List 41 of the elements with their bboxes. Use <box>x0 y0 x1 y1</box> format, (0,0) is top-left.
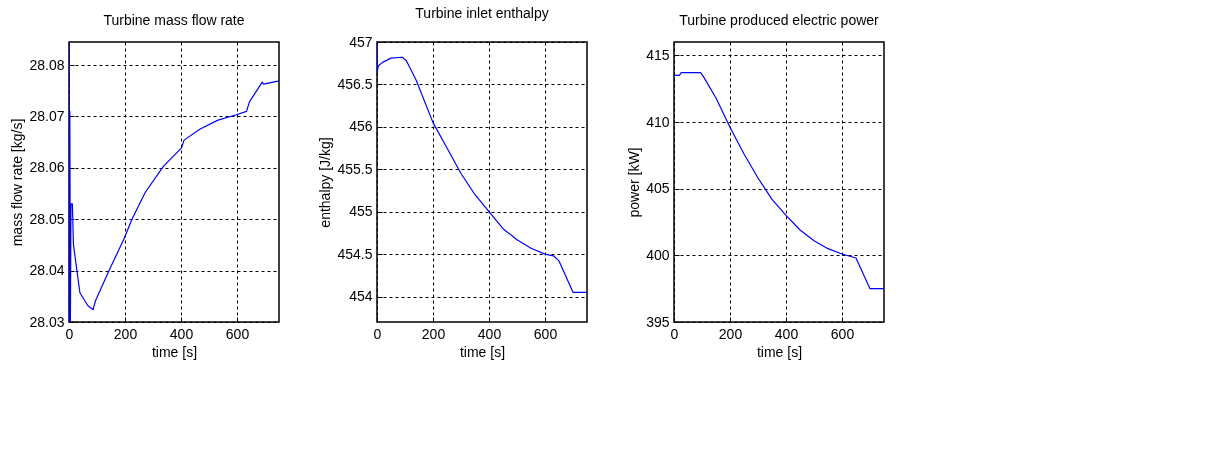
y-tick-label: 415 <box>646 46 670 63</box>
y-tick-label: 28.03 <box>29 313 65 330</box>
y-tick-label: 456 <box>349 118 373 135</box>
y-tick-label: 410 <box>646 113 670 130</box>
x-tick-label: 400 <box>477 325 502 342</box>
x-tick-label: 200 <box>421 325 446 342</box>
x-axis-title: time [s] <box>756 343 803 360</box>
y-axis-title: power [kW] <box>626 147 643 218</box>
x-tick-label: 400 <box>169 325 194 342</box>
x-tick-label: 0 <box>373 325 382 342</box>
x-tick-label: 200 <box>718 325 743 342</box>
y-tick-label: 457 <box>349 33 373 50</box>
x-axis-title: time [s] <box>151 343 198 360</box>
y-tick-label: 28.04 <box>29 262 65 279</box>
chart-title: Turbine produced electric power <box>679 12 880 28</box>
line-series <box>69 42 279 322</box>
y-axis-title: mass flow rate [kg/s] <box>9 118 26 247</box>
x-tick-label: 0 <box>670 325 679 342</box>
x-tick-label: 600 <box>225 325 250 342</box>
y-tick-label: 400 <box>646 246 670 263</box>
x-tick-label: 600 <box>830 325 855 342</box>
chart-title: Turbine mass flow rate <box>103 12 245 28</box>
y-tick-label: 456.5 <box>337 75 373 92</box>
y-tick-label: 405 <box>646 180 670 197</box>
y-tick-label: 28.05 <box>29 210 65 227</box>
x-tick-label: 600 <box>533 325 558 342</box>
y-axis-title: enthalpy [J/kg] <box>317 137 334 228</box>
y-tick-label: 28.07 <box>29 108 65 124</box>
x-axis-title: time [s] <box>459 343 506 360</box>
y-tick-label: 28.08 <box>29 56 65 73</box>
x-tick-label: 200 <box>113 325 138 342</box>
y-tick-label: 28.06 <box>29 159 65 176</box>
y-tick-label: 395 <box>646 313 670 330</box>
line-series <box>674 72 884 290</box>
y-tick-label: 454 <box>349 288 373 305</box>
x-tick-label: 400 <box>774 325 799 342</box>
x-tick-label: 0 <box>65 325 74 342</box>
y-tick-label: 455 <box>349 203 373 220</box>
y-tick-label: 454.5 <box>337 245 373 262</box>
y-tick-label: 455.5 <box>337 160 373 177</box>
chart-title: Turbine inlet enthalpy <box>415 5 549 21</box>
